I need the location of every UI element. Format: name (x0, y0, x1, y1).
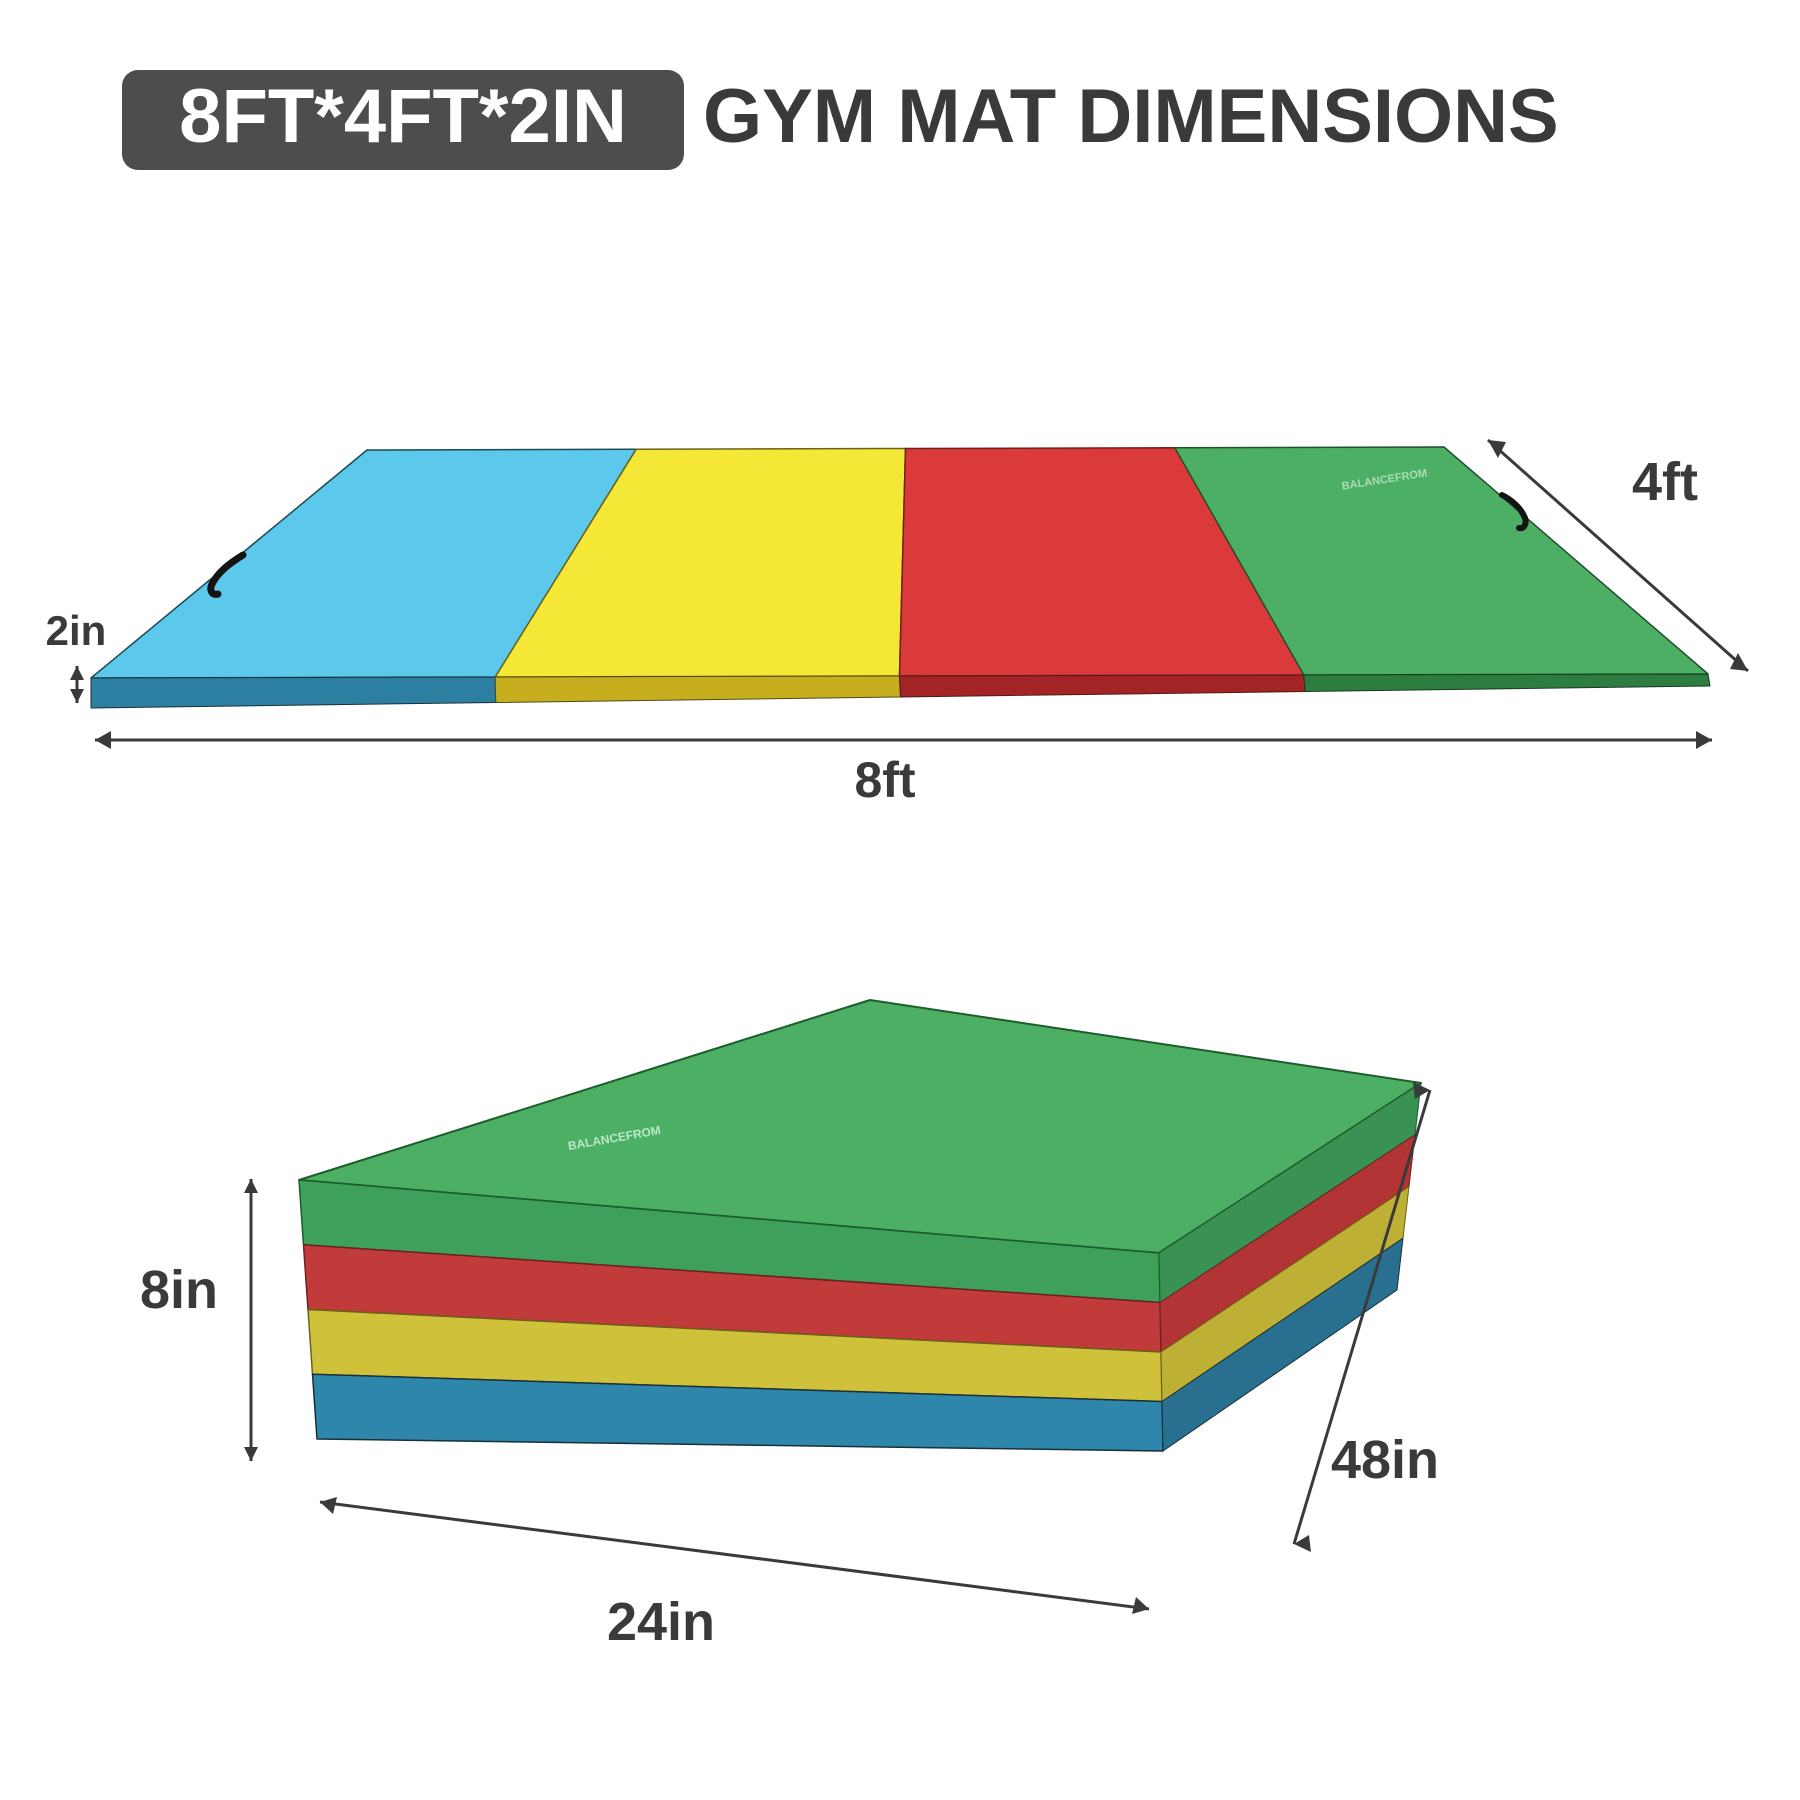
svg-text:24in: 24in (607, 1592, 715, 1652)
svg-text:8FT*4FT*2IN: 8FT*4FT*2IN (179, 74, 627, 159)
svg-text:2in: 2in (46, 607, 107, 654)
svg-text:4ft: 4ft (1632, 452, 1698, 512)
svg-text:GYM MAT DIMENSIONS: GYM MAT DIMENSIONS (703, 74, 1559, 159)
svg-text:48in: 48in (1331, 1430, 1439, 1490)
svg-text:8ft: 8ft (854, 752, 915, 808)
svg-text:8in: 8in (140, 1260, 218, 1320)
